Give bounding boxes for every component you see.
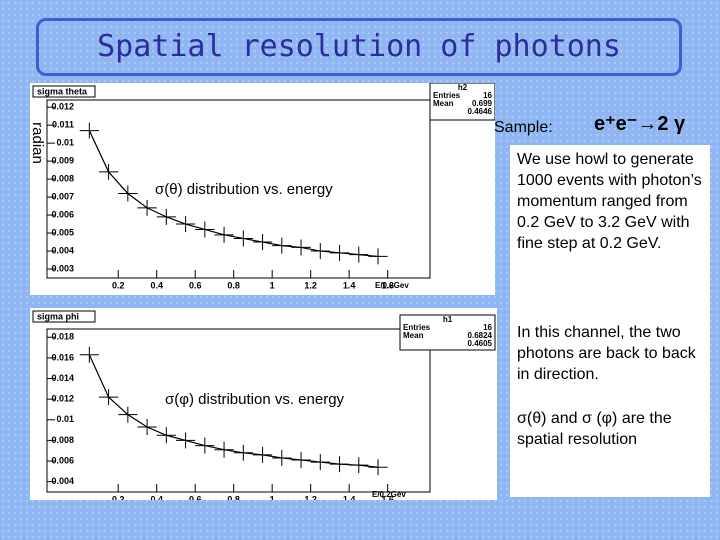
chart-title: sigma theta xyxy=(37,86,88,96)
y-tick-label: 0.018 xyxy=(51,332,74,342)
stats-label: Entries xyxy=(433,91,461,100)
stats-label: Mean xyxy=(433,99,454,108)
stats-value: 0.699 xyxy=(472,99,493,108)
stats-label: Entries xyxy=(403,323,431,332)
stats-label: Mean xyxy=(403,331,424,340)
y-tick-label: 0.003 xyxy=(51,263,74,273)
x-tick-label: 0.6 xyxy=(189,494,202,500)
y-tick-label: 0.004 xyxy=(51,245,74,255)
y-tick-label: 0.012 xyxy=(51,394,74,404)
annotation: σ(θ) distribution vs. energy xyxy=(155,181,333,198)
title-box xyxy=(32,85,96,98)
sample-label: Sample: xyxy=(494,119,553,136)
stats-box xyxy=(399,314,496,351)
x-tick-label: 1.4 xyxy=(343,494,356,500)
plot-frame xyxy=(46,99,431,279)
stats-value: 16 xyxy=(483,91,492,100)
reaction: e⁺e⁻→2 γ xyxy=(594,113,686,135)
x-tick-label: 1.2 xyxy=(304,494,317,500)
y-tick-label: 0.016 xyxy=(51,352,74,362)
curve xyxy=(88,130,379,258)
y-tick-label: 0.006 xyxy=(51,209,74,219)
chart: 0.003 0.004 0.005 0.006 0.007 0.008 0.009 0.01 0… xyxy=(30,83,495,295)
title-box xyxy=(32,310,96,323)
y-tick-label: 0.01 xyxy=(56,414,74,424)
y-tick-label: 0.004 xyxy=(51,476,74,486)
stats-name: h2 xyxy=(458,83,468,92)
x-tick-label: 0.4 xyxy=(150,280,163,290)
stats-value: 0.4605 xyxy=(468,339,493,348)
stats-name: h1 xyxy=(443,315,453,324)
x-tick-label: 0.4 xyxy=(150,494,163,500)
text-panel xyxy=(510,145,710,497)
x-tick-label: 1 xyxy=(270,280,275,290)
y-tick-label: 0.008 xyxy=(51,435,74,445)
x-tick-label: 1.2 xyxy=(304,280,317,290)
title: Spatial resolution of photons xyxy=(36,18,682,76)
y-tick-label: 0.008 xyxy=(51,173,74,183)
x-tick-label: 0.2 xyxy=(112,494,125,500)
x-tick-label: 1.6 xyxy=(381,280,394,290)
note: σ(θ) and σ (φ) are the spatial resolutio… xyxy=(517,410,672,448)
x-tick-label: 0.8 xyxy=(227,280,240,290)
y-tick-label: 0.011 xyxy=(52,120,74,130)
x-tick-label: 1.6 xyxy=(381,494,394,500)
y-tick-label: 0.009 xyxy=(51,156,74,166)
x-axis-label: E/0.2Gev xyxy=(372,490,406,499)
y-tick-label: 0.006 xyxy=(51,455,74,465)
chart-title: sigma phi xyxy=(37,311,79,321)
y-tick-label: 0.012 xyxy=(51,102,74,112)
x-tick-label: 0.8 xyxy=(227,494,240,500)
y-axis-label: radian xyxy=(30,122,46,164)
y-tick-label: 0.007 xyxy=(51,191,74,201)
curve xyxy=(88,354,379,468)
x-tick-label: 0.6 xyxy=(189,280,202,290)
annotation: σ(φ) distribution vs. energy xyxy=(165,391,345,408)
stats-box xyxy=(429,83,495,121)
x-tick-label: 0.2 xyxy=(112,280,125,290)
note: We use howl to generate 1000 events with… xyxy=(517,151,702,252)
chart: 0.004 0.006 0.008 0.01 0.012 0.014 0.016 0.018 0… xyxy=(30,308,497,500)
y-tick-label: 0.014 xyxy=(51,373,74,383)
stats-value: 16 xyxy=(483,323,492,332)
x-tick-label: 1.4 xyxy=(343,280,356,290)
stats-value: 0.6824 xyxy=(468,331,493,340)
stats-value: 0.4646 xyxy=(468,107,493,116)
x-axis-label: E/0.2Gev xyxy=(375,281,409,290)
y-tick-label: 0.005 xyxy=(51,227,74,237)
y-tick-label: 0.01 xyxy=(56,138,74,148)
note: In this channel, the two photons are bac… xyxy=(517,324,696,383)
x-tick-label: 1 xyxy=(270,494,275,500)
